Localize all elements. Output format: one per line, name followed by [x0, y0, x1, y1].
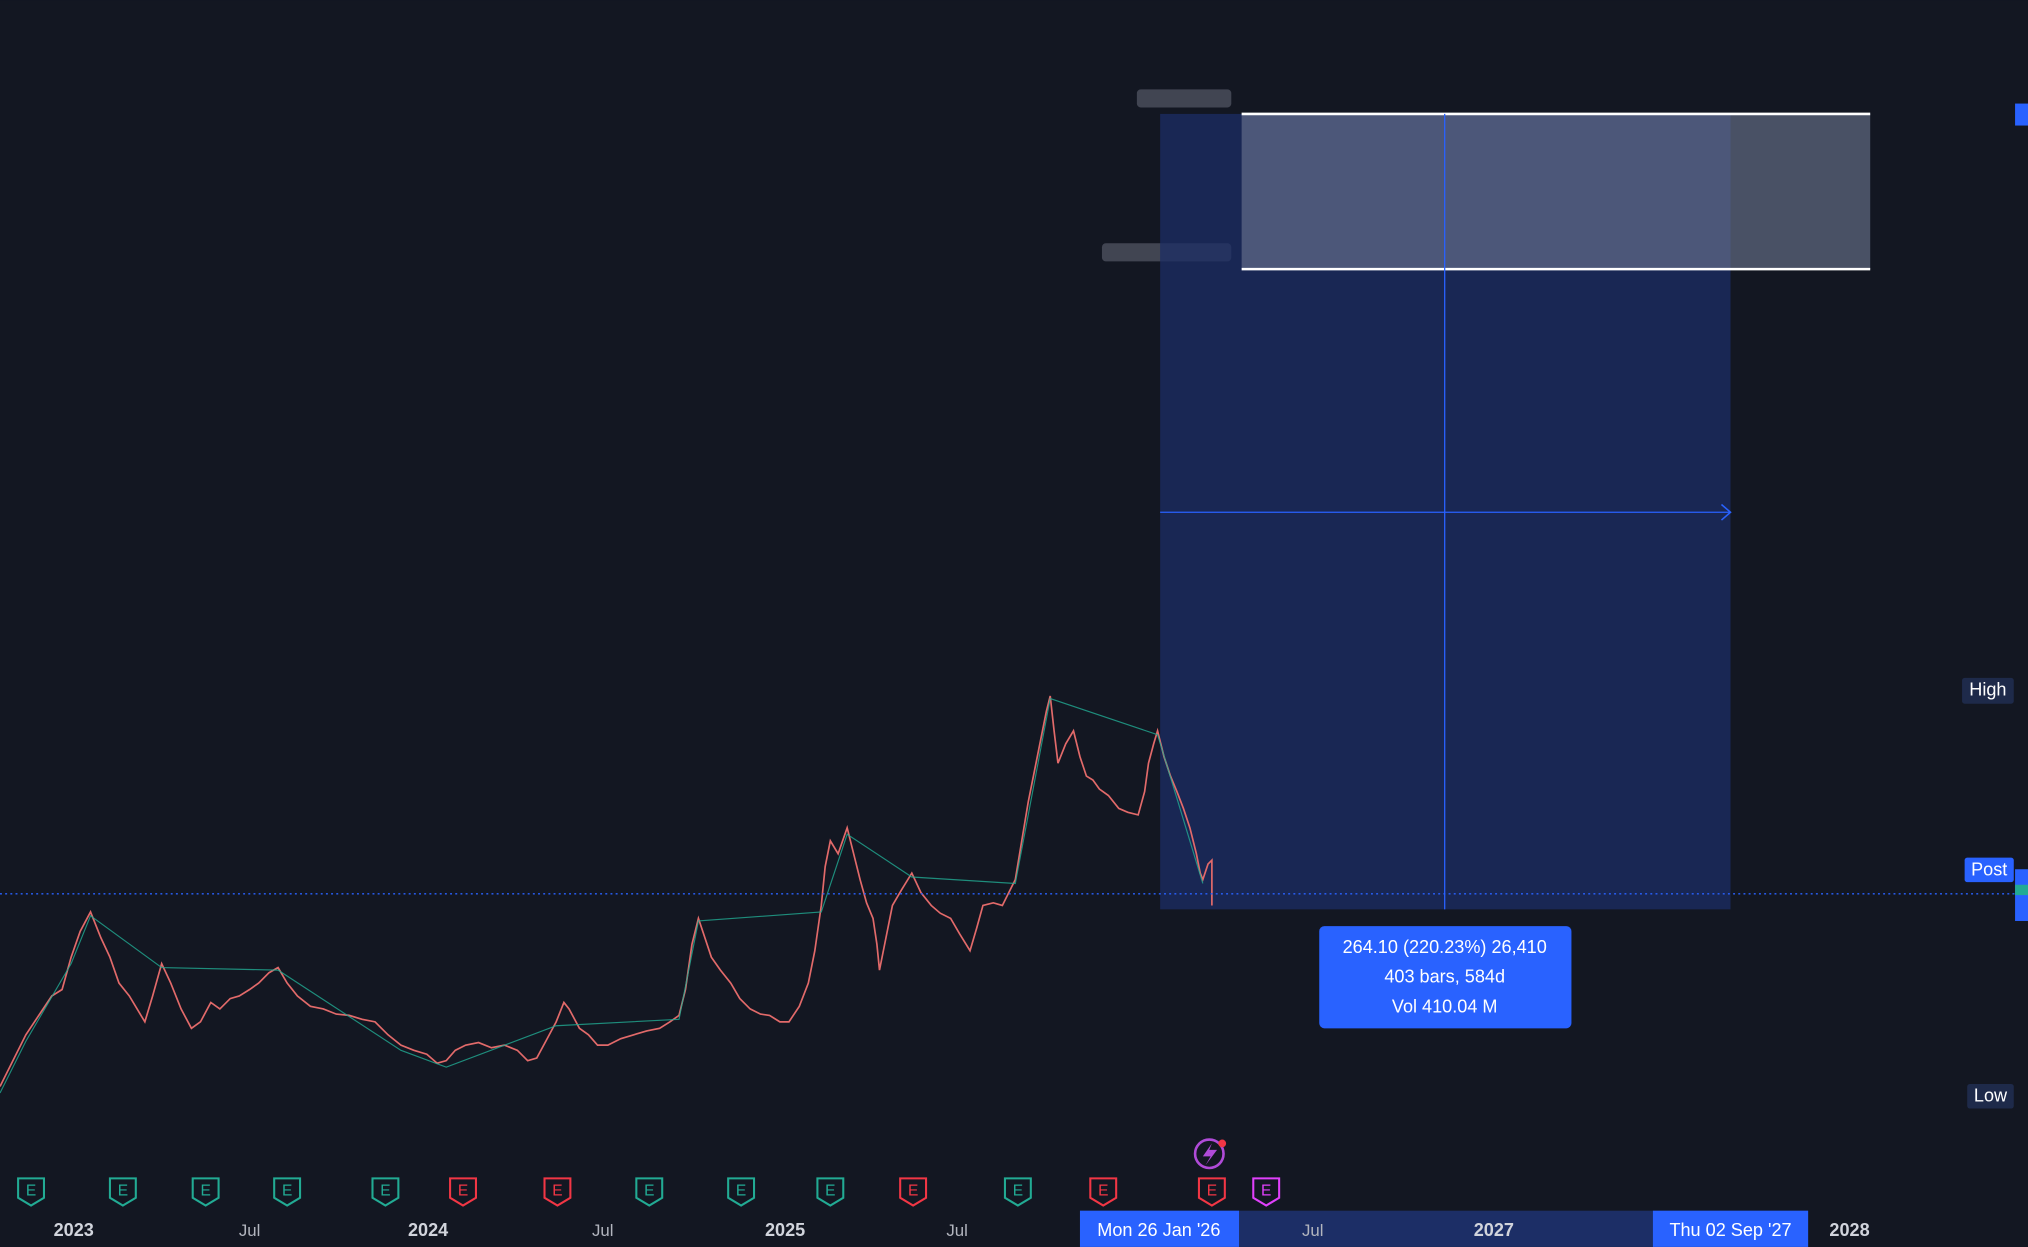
earnings-marker[interactable]: E — [1003, 1177, 1032, 1207]
blurred-label — [1136, 89, 1232, 108]
measure-arrow — [1720, 503, 1732, 521]
earnings-label: E — [1098, 1182, 1108, 1199]
earnings-badge — [543, 1177, 572, 1207]
x-tick-label: 2023 — [54, 1220, 94, 1240]
earnings-badge — [273, 1177, 302, 1207]
earnings-badge — [371, 1177, 400, 1207]
high-tag-label: High — [1969, 680, 2006, 700]
earnings-label: E — [118, 1182, 128, 1199]
earnings-badge — [108, 1177, 137, 1207]
x-tick-label: Jul — [1302, 1221, 1323, 1240]
earnings-badge — [1089, 1177, 1118, 1207]
earnings-label: E — [1207, 1182, 1217, 1199]
tooltip-line: 403 bars, 584d — [1384, 967, 1505, 987]
earnings-label: E — [380, 1182, 390, 1199]
post-tag — [1964, 857, 2014, 883]
x-tick-label: Jul — [592, 1221, 613, 1240]
x-tick-label: Jul — [946, 1221, 967, 1240]
earnings-badge — [1003, 1177, 1032, 1207]
earnings-marker[interactable]: E — [635, 1177, 664, 1207]
earnings-label: E — [1013, 1182, 1023, 1199]
x-tick-label: 2024 — [408, 1220, 448, 1240]
earnings-badge — [191, 1177, 220, 1207]
x-tick-label: 2027 — [1474, 1220, 1514, 1240]
earnings-marker[interactable]: E — [273, 1177, 302, 1207]
price-trace — [0, 695, 1213, 1087]
earnings-marker[interactable]: E — [727, 1177, 756, 1207]
earnings-badge — [727, 1177, 756, 1207]
earnings-label: E — [908, 1182, 918, 1199]
earnings-label: E — [458, 1182, 468, 1199]
earnings-badge — [1252, 1177, 1281, 1207]
alert-icon[interactable] — [1193, 1138, 1227, 1170]
tooltip-line: Vol 410.04 M — [1392, 996, 1498, 1016]
earnings-marker[interactable]: E — [191, 1177, 220, 1207]
end-date-tag — [1652, 1210, 1809, 1247]
earnings-label: E — [552, 1182, 562, 1199]
scale-marker — [2015, 884, 2028, 896]
earnings-marker[interactable]: E — [1197, 1177, 1226, 1207]
start-date-tag — [1079, 1210, 1240, 1247]
earnings-badge — [899, 1177, 928, 1207]
earnings-label: E — [644, 1182, 654, 1199]
earnings-marker[interactable]: E — [1089, 1177, 1118, 1207]
earnings-marker[interactable]: E — [371, 1177, 400, 1207]
earnings-badge — [635, 1177, 664, 1207]
earnings-badge — [17, 1177, 46, 1207]
scale-marker — [2015, 103, 2028, 126]
start-date-label: Mon 26 Jan '26 — [1097, 1220, 1220, 1240]
measure-tooltip — [1319, 926, 1572, 1029]
tooltip-line: 264.10 (220.23%) 26,410 — [1343, 937, 1547, 957]
earnings-label: E — [200, 1182, 210, 1199]
earnings-label: E — [1261, 1182, 1271, 1199]
earnings-marker[interactable]: E — [108, 1177, 137, 1207]
earnings-label: E — [282, 1182, 292, 1199]
earnings-label: E — [825, 1182, 835, 1199]
earnings-badge — [1197, 1177, 1226, 1207]
earnings-marker[interactable]: E — [17, 1177, 46, 1207]
earnings-marker[interactable]: E — [543, 1177, 572, 1207]
earnings-marker[interactable]: E — [816, 1177, 845, 1207]
earnings-badge — [816, 1177, 845, 1207]
x-tick-label: 2025 — [765, 1220, 805, 1240]
earnings-marker[interactable]: E — [899, 1177, 928, 1207]
earnings-marker[interactable]: E — [1252, 1177, 1281, 1207]
earnings-marker[interactable]: E — [449, 1177, 477, 1207]
low-tag — [1967, 1083, 2014, 1109]
end-date-label: Thu 02 Sep '27 — [1669, 1220, 1791, 1240]
post-tag-label: Post — [1971, 859, 2007, 879]
price-range-box[interactable] — [1241, 113, 1871, 270]
earnings-label: E — [736, 1182, 746, 1199]
x-tick-label: 2028 — [1829, 1220, 1869, 1240]
earnings-badge — [449, 1177, 477, 1207]
x-tick-label: Jul — [239, 1221, 260, 1240]
high-tag — [1962, 677, 2014, 704]
low-tag-label: Low — [1974, 1086, 2008, 1106]
price-trace-up — [0, 697, 1204, 1094]
earnings-label: E — [26, 1182, 36, 1199]
